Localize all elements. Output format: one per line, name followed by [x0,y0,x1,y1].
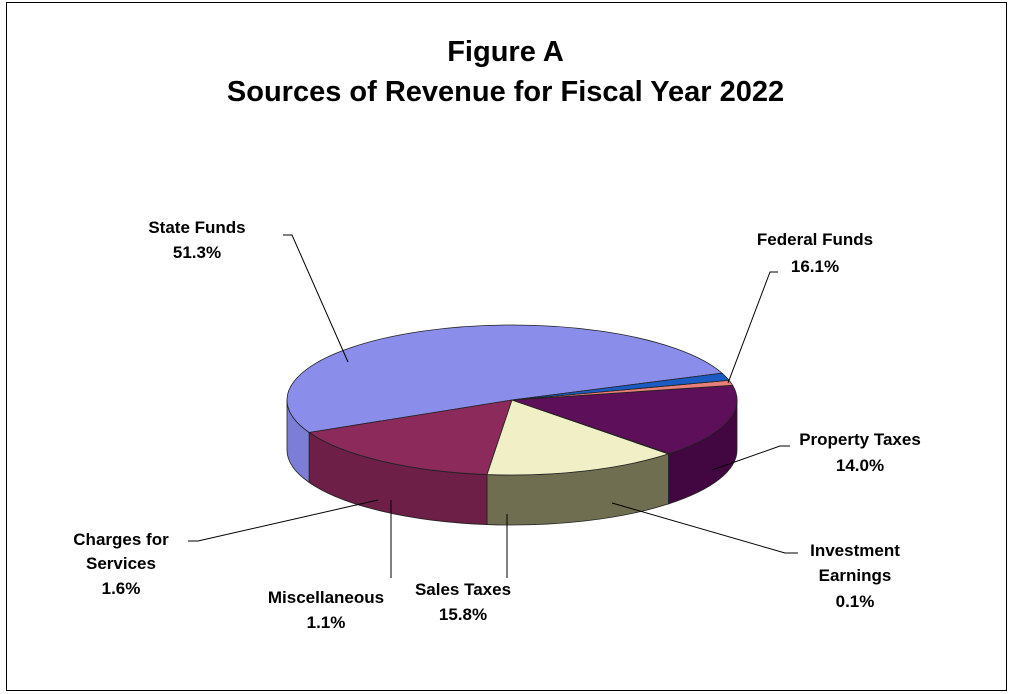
label-sales-taxes-value: 15.8% [439,605,487,624]
leader-investment-earnings [611,502,798,554]
chart-title: Figure A [447,36,564,68]
label-sales-taxes-name: Sales Taxes [415,580,511,599]
label-charges-for-services-value: 1.6% [102,579,141,598]
label-miscellaneous-name: Miscellaneous [268,588,384,607]
leader-charges-for-services [188,499,379,542]
label-investment-earnings-name-2: Earnings [819,566,892,585]
label-federal-funds-name: Federal Funds [757,230,873,249]
label-charges-for-services-name-1: Charges for [73,530,169,549]
label-state-funds-value: 51.3% [173,243,221,262]
label-property-taxes-value: 14.0% [836,456,884,475]
pie-slice-sales-taxes [511,384,738,455]
pie-slice-property-taxes [486,399,670,476]
label-miscellaneous-value: 1.1% [307,613,346,632]
leader-property-taxes [711,445,790,471]
leader-state-funds [283,234,349,363]
pie-slice-state-funds [286,324,723,433]
label-property-taxes-name: Property Taxes [799,430,921,449]
label-state-funds-name: State Funds [148,218,245,237]
label-charges-for-services-name-2: Services [86,554,156,573]
leader-federal-funds [727,271,778,384]
pie-slice-federal-funds [308,399,513,475]
label-investment-earnings-value: 0.1% [836,592,875,611]
label-investment-earnings-name-1: Investment [810,541,900,560]
chart-frame [6,2,1007,691]
label-federal-funds-value: 16.1% [791,257,839,276]
chart-subtitle: Sources of Revenue for Fiscal Year 2022 [226,76,785,108]
